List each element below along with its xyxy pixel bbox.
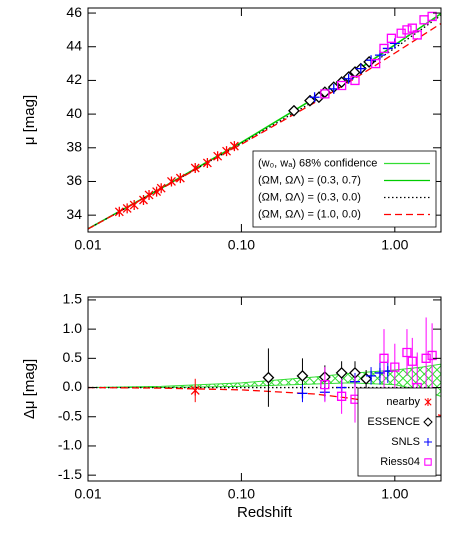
data-point: [167, 176, 176, 187]
plot-frame: [87, 7, 442, 233]
legend-swatch: [424, 458, 432, 466]
y-tick-label: -1.5: [58, 466, 82, 482]
y-tick-label: 0.0: [63, 378, 83, 394]
y-tick-label: 40: [66, 105, 82, 121]
x-tick-label: 0.01: [74, 237, 101, 253]
data-point: [222, 146, 232, 157]
data-point: [335, 367, 348, 379]
y-tick-label: 0.5: [63, 349, 83, 365]
y-tick-label: -0.5: [58, 407, 82, 423]
data-point: [202, 157, 212, 168]
data-point: [297, 388, 308, 399]
data-point: [419, 15, 429, 25]
y-tick-label: -1.0: [58, 437, 82, 453]
x-tick-label: 0.10: [228, 237, 255, 253]
data-point: [390, 362, 400, 372]
data-point: [407, 23, 417, 33]
y-tick-label: 44: [66, 37, 82, 53]
data-point: [386, 33, 397, 43]
data-point: [114, 206, 124, 217]
data-point: [175, 173, 185, 184]
data-point: [374, 367, 385, 378]
plot-frame: [87, 296, 442, 482]
legend-label: (ΩM, ΩΛ) = (0.3, 0.0): [258, 191, 361, 203]
data-point: [427, 350, 437, 361]
data-point: [379, 353, 389, 363]
data-point: [190, 163, 200, 173]
data-point: [288, 104, 300, 117]
data-point: [262, 371, 275, 384]
plot-area: [88, 11, 441, 230]
data-point: [427, 11, 437, 22]
data-point: [144, 189, 154, 200]
data-point: [366, 370, 377, 381]
data-point: [304, 94, 316, 107]
data-point: [122, 203, 132, 214]
y-tick-label: 38: [66, 138, 82, 154]
y-tick-label: 1.5: [63, 291, 83, 307]
data-point: [402, 347, 412, 358]
y-tick-label: 36: [66, 172, 82, 188]
legend-swatch: [424, 397, 432, 407]
data-point: [320, 89, 330, 99]
x-tick-label: 0.01: [74, 486, 101, 502]
data-point: [190, 385, 200, 396]
legend-swatch: [423, 417, 433, 427]
data-point: [407, 356, 417, 366]
y-tick-label: 46: [66, 4, 82, 20]
data-point: [412, 30, 422, 40]
legend-swatch: [423, 437, 433, 447]
data-point: [152, 186, 162, 197]
x-tick-label: 1.00: [381, 237, 408, 253]
legend-box: [357, 387, 437, 477]
data-point: [355, 63, 366, 74]
data-point: [320, 379, 330, 390]
x-tick-label: 1.00: [381, 486, 408, 502]
x-tick-label: 0.10: [228, 486, 255, 502]
y-tick-label: 42: [66, 71, 82, 87]
legend-label: Riess04: [380, 456, 420, 468]
legend-label: (ΩM, ΩΛ) = (1.0, 0.0): [258, 208, 361, 220]
y-axis-label: μ [mag]: [21, 95, 38, 145]
y-tick-label: 34: [66, 206, 82, 222]
y-tick-label: 1.0: [63, 320, 83, 336]
data-point: [296, 369, 309, 382]
legend-label: (ΩM, ΩΛ) = (0.3, 0.7): [258, 174, 361, 186]
data-point: [350, 75, 360, 86]
x-axis-label: Redshift: [237, 504, 293, 521]
y-axis-label: Δμ [mag]: [21, 359, 38, 419]
data-point: [336, 391, 347, 401]
data-point: [371, 58, 381, 69]
data-point: [229, 141, 239, 152]
legend-label: nearby: [386, 396, 420, 408]
legend-label: (w₀, wₐ) 68% confidence: [258, 157, 377, 169]
plot-area: [88, 317, 441, 423]
data-point: [213, 151, 223, 162]
data-point: [129, 200, 139, 211]
legend-label: SNLS: [391, 436, 420, 448]
data-point: [343, 73, 354, 84]
data-point: [309, 92, 320, 103]
legend-label: ESSENCE: [367, 416, 420, 428]
data-point: [156, 183, 166, 194]
data-point: [379, 43, 389, 54]
data-point: [336, 80, 347, 91]
